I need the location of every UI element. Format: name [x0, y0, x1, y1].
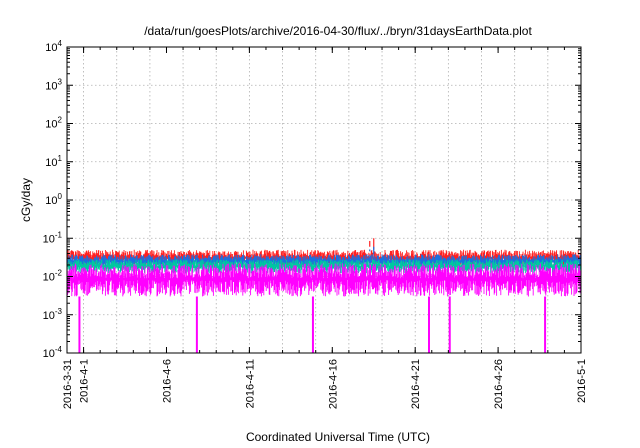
y-tick-label: 10-3: [43, 307, 63, 322]
x-tick-label: 2016-4-21: [410, 359, 422, 409]
series-3: [67, 263, 581, 353]
y-tick-label: 101: [45, 154, 62, 169]
chart-title: /data/run/goesPlots/archive/2016-04-30/f…: [144, 24, 532, 38]
grid: [67, 47, 581, 353]
y-tick-label: 102: [45, 116, 62, 131]
y-tick-label: 103: [45, 77, 62, 92]
x-tick-label: 2016-4-11: [244, 359, 256, 408]
y-tick-label: 10-4: [43, 345, 63, 360]
y-tick-label: 10-2: [43, 269, 63, 284]
x-tick-label: 2016-5-1: [576, 359, 588, 403]
x-axis-label: Coordinated Universal Time (UTC): [246, 430, 430, 444]
x-tick-label: 2016-4-6: [161, 359, 173, 403]
series-group: [67, 238, 581, 353]
x-tick-label: 2016-3-31: [62, 359, 74, 409]
plot-area: [67, 238, 581, 353]
x-tick-label: 2016-4-26: [493, 359, 505, 409]
y-tick-label: 100: [45, 192, 62, 207]
y-axis: 10-4 10-3 10-2 10-1 100 101 102 103 104: [43, 39, 581, 360]
x-tick-label: 2016-4-1: [79, 359, 91, 403]
series-band: [67, 263, 581, 297]
y-tick-label: 104: [45, 39, 62, 54]
y-axis-label: cGy/day: [19, 178, 33, 222]
x-tick-label: 2016-4-16: [327, 359, 339, 409]
x-axis: 2016-3-31 2016-4-1 2016-4-6 2016-4-11 2016-4…: [62, 47, 588, 409]
y-tick-label: 10-1: [43, 230, 63, 245]
